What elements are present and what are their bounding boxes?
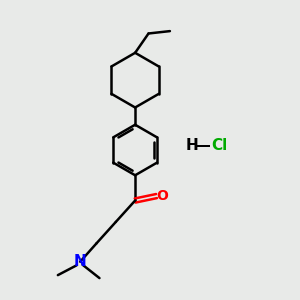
Text: O: O xyxy=(156,189,168,203)
Text: H: H xyxy=(186,138,199,153)
Text: N: N xyxy=(74,254,86,269)
Text: Cl: Cl xyxy=(211,138,227,153)
